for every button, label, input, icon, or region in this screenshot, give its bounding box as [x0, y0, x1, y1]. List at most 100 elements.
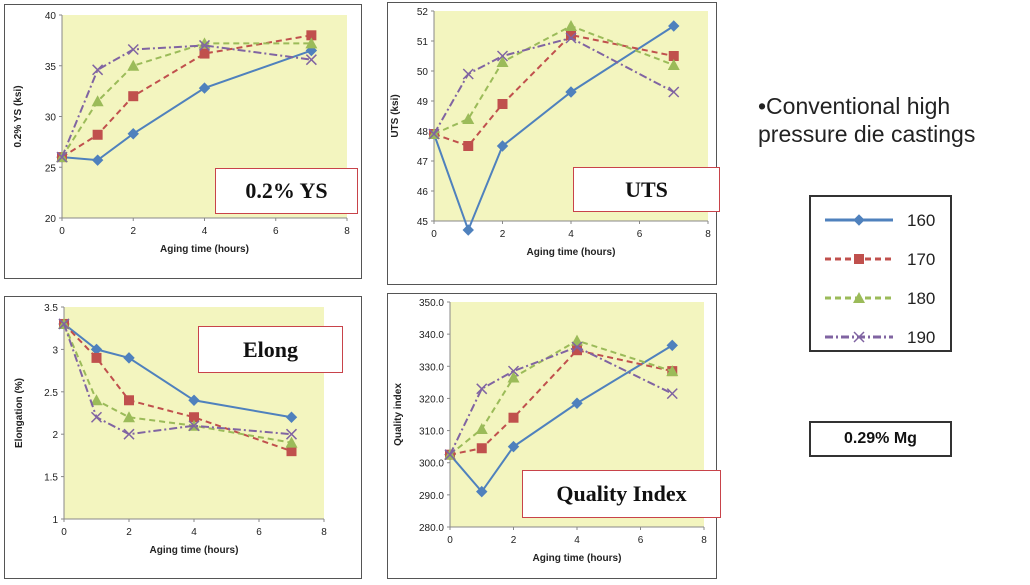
chart-panel-qi: 280.0 290.0 300.0 310.0 320.0 330.0 340.0 350.0… [387, 293, 721, 579]
data-point-170 [508, 412, 519, 423]
y-tick-label: 3.5 [44, 303, 58, 314]
x-tick-label: 4 [191, 527, 197, 538]
x-tick-label: 8 [321, 527, 327, 538]
data-point-190 [496, 50, 509, 62]
x-tick-label: 6 [256, 527, 262, 538]
data-point-160 [507, 440, 520, 453]
data-point-190 [188, 420, 200, 432]
y-axis-title: Elongation (%) [14, 378, 25, 448]
data-point-170 [668, 51, 679, 61]
series-line-180 [61, 42, 312, 158]
data-point-170 [463, 141, 474, 151]
data-point-180 [305, 37, 318, 49]
x-tick-label: 0 [59, 226, 65, 237]
x-tick-label: 6 [273, 226, 279, 237]
data-point-190 [462, 68, 474, 80]
data-point-180 [565, 20, 577, 31]
data-point-180 [127, 59, 140, 71]
data-point-180 [91, 95, 104, 107]
y-tick-label: 2.5 [44, 388, 58, 399]
data-point-180 [90, 394, 103, 406]
data-point-170 [566, 30, 576, 40]
y-tick-label: 51 [417, 37, 429, 48]
legend: 160 170 180 190 [809, 195, 952, 352]
data-point-190 [92, 64, 104, 76]
y-tick-label: 1 [52, 515, 58, 526]
data-point-180 [667, 59, 680, 70]
y-tick-label: 49 [417, 97, 429, 108]
data-point-170 [497, 99, 508, 109]
y-tick-label: 47 [417, 157, 429, 168]
y-tick-label: 45 [417, 217, 429, 228]
data-point-160 [571, 397, 583, 409]
data-point-190 [444, 449, 456, 461]
x-axis-title: Aging time (hours) [150, 545, 239, 556]
y-tick-label: 35 [45, 62, 57, 73]
data-point-180 [285, 436, 298, 448]
legend-marker-180 [853, 292, 865, 303]
data-point-190 [571, 341, 583, 353]
data-point-190 [668, 86, 680, 98]
data-point-160 [91, 154, 104, 166]
data-point-160 [666, 339, 678, 352]
y-tick-label: 52 [417, 7, 429, 18]
data-point-190 [666, 388, 678, 400]
data-point-190 [565, 32, 577, 44]
data-point-190 [428, 128, 440, 140]
y-axis-title: UTS (ksi) [390, 94, 401, 137]
y-axis-title: Quality index [393, 383, 404, 446]
chart-title-uts: UTS [573, 167, 720, 212]
chart-title-ys: 0.2% YS [215, 168, 358, 214]
data-point-170 [476, 443, 487, 454]
y-tick-label: 330.0 [419, 362, 444, 373]
y-tick-label: 20 [45, 214, 57, 225]
data-point-170 [91, 352, 102, 363]
y-tick-label: 40 [45, 11, 57, 22]
data-point-190 [507, 365, 520, 377]
legend-marker-190 [853, 331, 865, 343]
data-point-190 [285, 428, 298, 440]
x-tick-label: 2 [126, 527, 132, 538]
chart-panel-ys: 20 25 30 35 40 0 2 4 6 8 Aging time (hours) 0.2% YS… [4, 4, 362, 279]
x-tick-label: 4 [202, 226, 208, 237]
data-point-190 [305, 54, 317, 66]
data-point-170 [572, 345, 582, 356]
alloy-label: 0.29% Mg [809, 421, 952, 457]
y-tick-label: 280.0 [419, 523, 444, 534]
series-line-180 [63, 323, 292, 444]
y-tick-label: 30 [45, 113, 57, 124]
x-tick-label: 4 [568, 229, 574, 240]
data-point-160 [123, 352, 135, 364]
data-point-190 [127, 43, 139, 56]
data-point-160 [476, 485, 488, 498]
data-point-180 [666, 365, 679, 377]
y-tick-label: 25 [45, 163, 57, 174]
bullet-text: •Conventional high pressure die castings [758, 93, 976, 147]
y-tick-label: 2 [52, 430, 58, 441]
data-point-170 [306, 30, 317, 41]
data-point-170 [128, 91, 139, 102]
y-tick-label: 50 [417, 67, 429, 78]
x-tick-label: 8 [705, 229, 711, 240]
legend-marker-160 [853, 214, 865, 226]
x-axis-title: Aging time (hours) [527, 247, 616, 258]
chart-qi: 280.0 290.0 300.0 310.0 320.0 330.0 340.0 350.0… [393, 298, 707, 564]
x-tick-label: 2 [500, 229, 506, 240]
x-tick-label: 4 [574, 535, 580, 546]
data-point-160 [496, 140, 509, 152]
legend-label-190: 190 [907, 328, 935, 347]
x-tick-label: 6 [638, 535, 644, 546]
x-tick-label: 0 [431, 229, 437, 240]
data-point-170 [286, 446, 297, 457]
x-tick-label: 6 [637, 229, 643, 240]
x-axis-title: Aging time (hours) [533, 553, 622, 564]
data-point-160 [565, 86, 577, 98]
y-tick-label: 3 [52, 345, 58, 356]
legend-label-160: 160 [907, 211, 935, 230]
data-point-170 [189, 412, 199, 423]
data-point-170 [124, 395, 134, 406]
legend-label-170: 170 [907, 250, 935, 269]
data-point-190 [198, 39, 211, 51]
y-tick-label: 340.0 [419, 330, 444, 341]
